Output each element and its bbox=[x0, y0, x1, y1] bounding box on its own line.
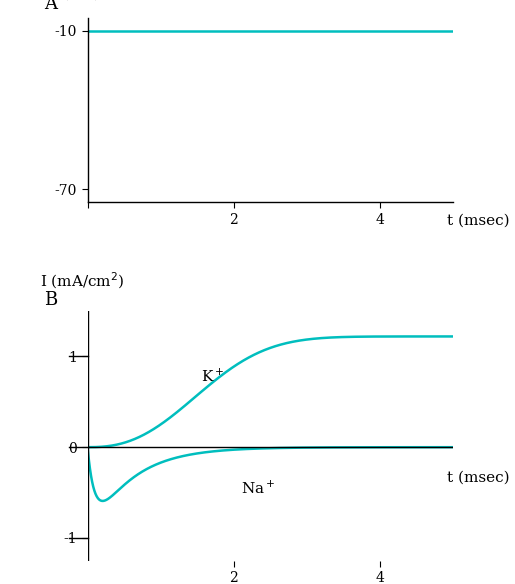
X-axis label: t (msec): t (msec) bbox=[448, 214, 510, 228]
Text: Na$^+$: Na$^+$ bbox=[241, 480, 276, 498]
Text: K$^+$: K$^+$ bbox=[201, 367, 225, 385]
Y-axis label: V$_m$(mV): V$_m$(mV) bbox=[40, 0, 100, 3]
Text: A: A bbox=[44, 0, 57, 13]
X-axis label: t (msec): t (msec) bbox=[448, 471, 510, 485]
Text: B: B bbox=[44, 291, 57, 309]
Y-axis label: I (mA/cm$^2$): I (mA/cm$^2$) bbox=[40, 270, 125, 291]
